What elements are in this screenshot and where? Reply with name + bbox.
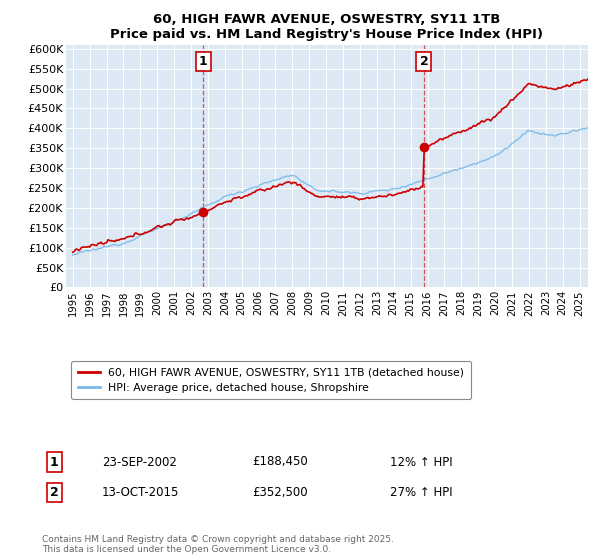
Text: 2: 2 bbox=[419, 55, 428, 68]
Text: £352,500: £352,500 bbox=[252, 486, 308, 500]
Text: 13-OCT-2015: 13-OCT-2015 bbox=[102, 486, 179, 500]
Text: 27% ↑ HPI: 27% ↑ HPI bbox=[390, 486, 452, 500]
Text: Contains HM Land Registry data © Crown copyright and database right 2025.
This d: Contains HM Land Registry data © Crown c… bbox=[42, 535, 394, 554]
Text: 2: 2 bbox=[50, 486, 58, 500]
Text: £188,450: £188,450 bbox=[252, 455, 308, 469]
Text: 1: 1 bbox=[50, 455, 58, 469]
Legend: 60, HIGH FAWR AVENUE, OSWESTRY, SY11 1TB (detached house), HPI: Average price, d: 60, HIGH FAWR AVENUE, OSWESTRY, SY11 1TB… bbox=[71, 361, 471, 399]
Title: 60, HIGH FAWR AVENUE, OSWESTRY, SY11 1TB
Price paid vs. HM Land Registry's House: 60, HIGH FAWR AVENUE, OSWESTRY, SY11 1TB… bbox=[110, 13, 544, 41]
Text: 1: 1 bbox=[199, 55, 208, 68]
Text: 12% ↑ HPI: 12% ↑ HPI bbox=[390, 455, 452, 469]
Text: 23-SEP-2002: 23-SEP-2002 bbox=[102, 455, 177, 469]
